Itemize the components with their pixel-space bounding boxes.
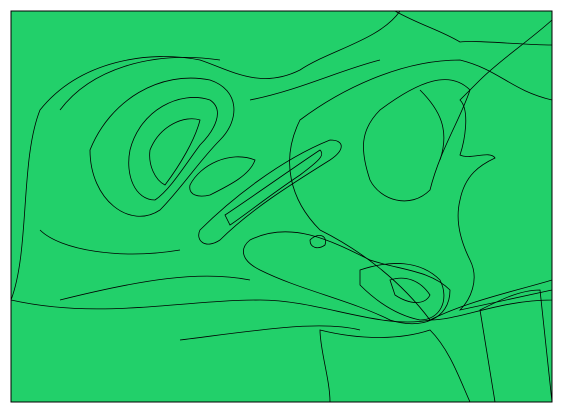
map-field xyxy=(11,11,552,402)
ridge-orange xyxy=(224,149,323,226)
blue-zone xyxy=(289,59,552,321)
dark-blue-zone xyxy=(363,79,471,202)
trench-green xyxy=(243,231,451,324)
orange-high xyxy=(149,118,201,186)
map-frame xyxy=(10,10,553,403)
cyan-zone xyxy=(11,279,552,402)
ridge-yellow xyxy=(198,139,342,245)
deep-blue-zone xyxy=(319,329,471,402)
southeast-blue-zone xyxy=(479,289,552,402)
yellow-high xyxy=(128,97,218,201)
land-islet xyxy=(309,235,326,249)
land-island xyxy=(189,156,256,197)
land-east xyxy=(457,19,552,311)
bright-green-zone xyxy=(11,11,401,301)
trench-orange xyxy=(389,277,431,303)
base-field xyxy=(11,11,552,402)
trench-yellow xyxy=(359,263,445,321)
contour-lines xyxy=(39,57,445,341)
light-green-high xyxy=(89,77,235,217)
north-green-zone xyxy=(394,11,552,46)
